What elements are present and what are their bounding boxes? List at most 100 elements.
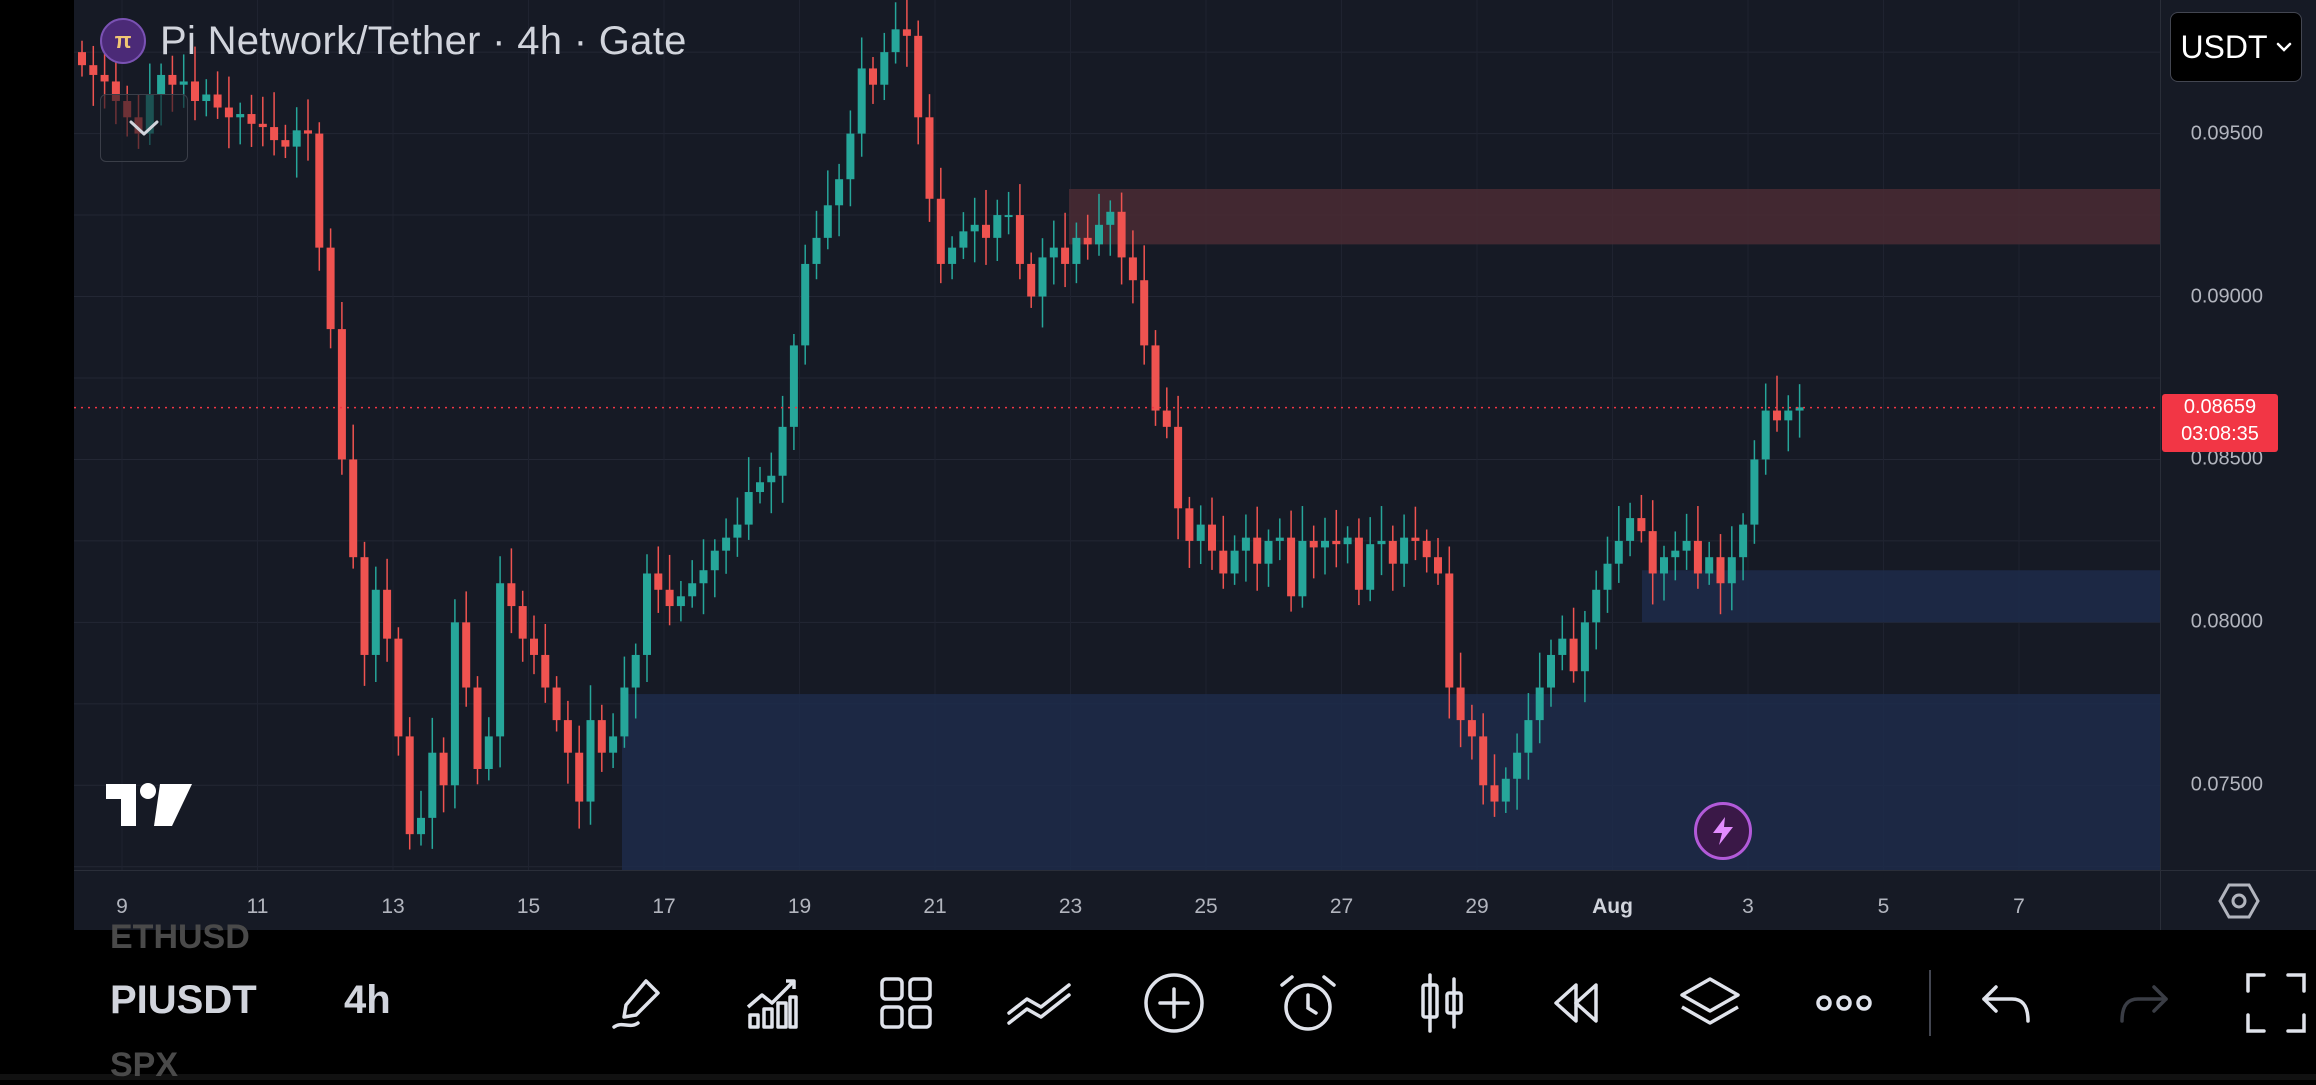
chart-type-button[interactable] <box>1402 966 1482 1040</box>
candlestick-chart[interactable] <box>74 0 2160 870</box>
candle-body <box>1038 257 1047 297</box>
candle-body <box>507 583 516 607</box>
time-scale[interactable]: 9 11 13 15 17 19 21 23 25 27 29 Aug 3 5 7 <box>74 870 2160 931</box>
time-axis-label: 17 <box>652 895 676 918</box>
templates-button[interactable] <box>866 966 946 1040</box>
last-price-value: 0.08659 <box>2183 395 2257 418</box>
chart-pane[interactable] <box>74 0 2160 870</box>
time-axis-label: 19 <box>787 895 812 918</box>
flash-button[interactable] <box>1694 802 1752 860</box>
currency-button[interactable]: USDT <box>2170 12 2302 82</box>
undo-button[interactable] <box>1966 966 2046 1040</box>
chart-settings-button[interactable] <box>2218 883 2260 924</box>
candle <box>462 591 471 707</box>
candle <box>1174 395 1183 540</box>
candle <box>654 546 663 613</box>
candle <box>936 167 945 284</box>
candle-body <box>744 492 753 525</box>
candle-body <box>258 123 267 128</box>
candle-body <box>654 573 663 590</box>
candle <box>959 212 968 260</box>
bar-countdown: 03:08:35 <box>2181 422 2259 445</box>
more-button[interactable] <box>1804 966 1884 1040</box>
candle <box>857 37 866 157</box>
candle-body <box>439 752 448 786</box>
tradingview-logo[interactable] <box>106 782 192 833</box>
candle <box>902 0 911 67</box>
chevron-down-icon <box>129 120 159 136</box>
plus-circle-icon <box>1144 973 1204 1033</box>
candle <box>1321 517 1329 575</box>
replay-button[interactable] <box>1536 966 1616 1040</box>
candle-body <box>643 573 651 655</box>
candle-body <box>1253 537 1262 564</box>
candle-body <box>89 65 98 75</box>
symbol-prev[interactable]: ETHUSD <box>110 918 250 956</box>
candle <box>1162 387 1171 439</box>
candle-body <box>597 720 606 753</box>
layers-button[interactable] <box>1670 966 1750 1040</box>
symbol-next[interactable]: SPX <box>110 1046 179 1084</box>
candle-body <box>1015 215 1024 264</box>
candle-body <box>982 224 990 238</box>
tradingview-logo-icon <box>106 783 192 826</box>
candle <box>1354 518 1363 606</box>
candle-body <box>778 426 787 476</box>
price-axis-label: 0.07500 <box>2190 773 2263 796</box>
candle <box>846 110 855 207</box>
candle-body <box>292 130 301 147</box>
candle-body <box>1580 622 1589 672</box>
candle-body <box>936 198 945 264</box>
candle <box>1524 693 1533 780</box>
interval-selector[interactable]: 4h <box>344 978 391 1022</box>
candle-body <box>789 345 798 427</box>
candle-body <box>1671 550 1680 558</box>
drawing-tools-button[interactable] <box>598 966 678 1040</box>
compare-lines-icon <box>1007 983 1071 1025</box>
candle-body <box>1027 263 1036 297</box>
candle <box>1264 529 1273 587</box>
symbol-legend[interactable]: π Pi Network/Tether · 4h · Gate <box>100 18 687 64</box>
candle <box>1592 570 1601 650</box>
fullscreen-button[interactable] <box>2236 966 2316 1040</box>
candle-body <box>326 247 335 330</box>
zone-supply <box>1069 188 2160 245</box>
candle <box>1117 192 1126 285</box>
candle-body <box>1366 544 1375 590</box>
candle-body <box>880 52 889 85</box>
compare-button[interactable] <box>1000 966 1080 1040</box>
candle-body <box>620 687 629 737</box>
candle-body <box>710 550 719 571</box>
candle-body <box>676 596 685 607</box>
candle <box>1388 525 1397 591</box>
candle-body <box>157 74 166 95</box>
candle-body <box>484 736 493 769</box>
candle <box>1603 536 1612 613</box>
candle-body <box>1083 237 1092 245</box>
zone-demand <box>622 694 2160 870</box>
redo-button[interactable] <box>2104 966 2184 1040</box>
settings-hexagon-icon <box>2218 883 2260 919</box>
candle-body <box>1298 540 1307 597</box>
candle <box>733 497 742 557</box>
candle-body <box>1513 752 1522 779</box>
lightning-icon <box>1713 817 1733 845</box>
candle-body <box>371 589 380 655</box>
symbol-selector[interactable]: PIUSDT <box>110 978 257 1022</box>
alert-button[interactable] <box>1268 966 1348 1040</box>
toolbar-divider <box>1929 970 1931 1036</box>
candle <box>484 717 493 781</box>
candle <box>530 615 538 675</box>
candle <box>1467 704 1476 760</box>
candle-body <box>1603 563 1612 590</box>
candle <box>1445 546 1454 719</box>
indicators-button[interactable] <box>732 966 812 1040</box>
candle <box>869 57 877 104</box>
time-axis-label: 15 <box>516 895 541 918</box>
candle <box>970 197 979 263</box>
add-button[interactable] <box>1134 966 1214 1040</box>
collapse-legend-button[interactable] <box>100 94 188 162</box>
candle <box>801 244 810 365</box>
candle <box>1377 506 1386 576</box>
candle <box>315 122 324 271</box>
